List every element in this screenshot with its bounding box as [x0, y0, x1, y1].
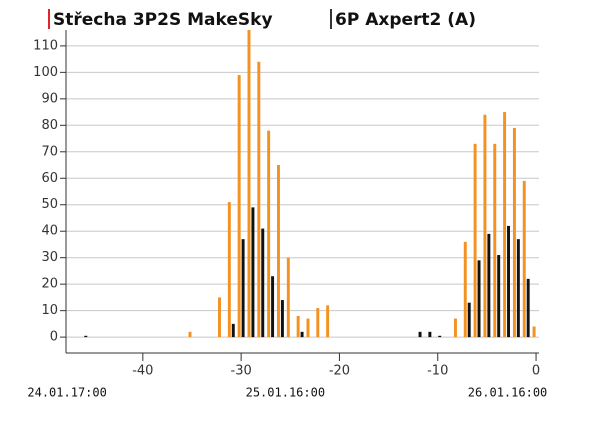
bar — [84, 335, 88, 338]
bar — [526, 278, 530, 338]
bar — [306, 318, 310, 338]
bar — [473, 143, 477, 338]
y-tick-label: 90 — [41, 91, 58, 106]
date-label: 26.01.16:00 — [468, 386, 547, 400]
y-tick-label: 10 — [41, 303, 58, 318]
legend-marker — [330, 9, 332, 29]
bar — [231, 323, 235, 338]
bar — [497, 255, 501, 338]
bar — [227, 202, 231, 338]
bar — [532, 326, 536, 338]
bar — [438, 335, 442, 338]
bar — [286, 257, 290, 338]
y-tick-label: 50 — [41, 197, 58, 212]
bar — [257, 61, 261, 338]
bar — [316, 307, 320, 338]
bar — [267, 130, 271, 338]
bar — [483, 114, 487, 338]
bar — [271, 276, 275, 338]
legend-label: Střecha 3P2S MakeSky — [53, 10, 273, 30]
bar — [487, 233, 491, 338]
bar — [241, 239, 245, 338]
bar — [522, 180, 526, 338]
x-tick-label: -10 — [427, 364, 448, 379]
bar — [218, 297, 221, 338]
x-tick-label: -30 — [231, 364, 252, 379]
bar — [467, 302, 471, 338]
bar — [453, 318, 457, 338]
date-label: 24.01.17:00 — [27, 386, 106, 400]
y-tick-label: 0 — [50, 330, 58, 345]
bar — [247, 30, 251, 338]
y-tick-label: 110 — [33, 38, 58, 53]
y-tick-label: 40 — [41, 224, 58, 239]
y-tick-label: 80 — [41, 118, 58, 133]
bar — [516, 239, 520, 338]
bar — [463, 241, 467, 338]
bar — [277, 165, 280, 338]
y-tick-label: 20 — [41, 277, 58, 292]
bar — [300, 331, 304, 338]
date-label: 25.01.16:00 — [246, 386, 325, 400]
bar — [237, 75, 241, 338]
bar — [477, 260, 481, 338]
bar — [296, 315, 300, 338]
y-tick-label: 30 — [41, 250, 58, 265]
y-tick-label: 100 — [33, 65, 58, 80]
y-tick-label: 60 — [41, 171, 58, 186]
bar — [507, 225, 510, 338]
bar — [261, 228, 265, 338]
bar — [493, 143, 497, 338]
x-tick-label: 0 — [532, 364, 540, 379]
legend-marker — [48, 9, 50, 29]
bar — [418, 331, 422, 338]
bar — [428, 331, 432, 338]
bar — [326, 305, 330, 338]
bar — [188, 331, 192, 338]
bar — [251, 207, 255, 338]
bar — [503, 112, 507, 338]
x-tick-label: -20 — [329, 364, 350, 379]
legend-label: 6P Axpert2 (A) — [335, 10, 476, 30]
x-tick-label: -40 — [132, 364, 153, 379]
bar — [280, 300, 284, 338]
bar — [512, 127, 516, 338]
y-tick-label: 70 — [41, 144, 58, 159]
